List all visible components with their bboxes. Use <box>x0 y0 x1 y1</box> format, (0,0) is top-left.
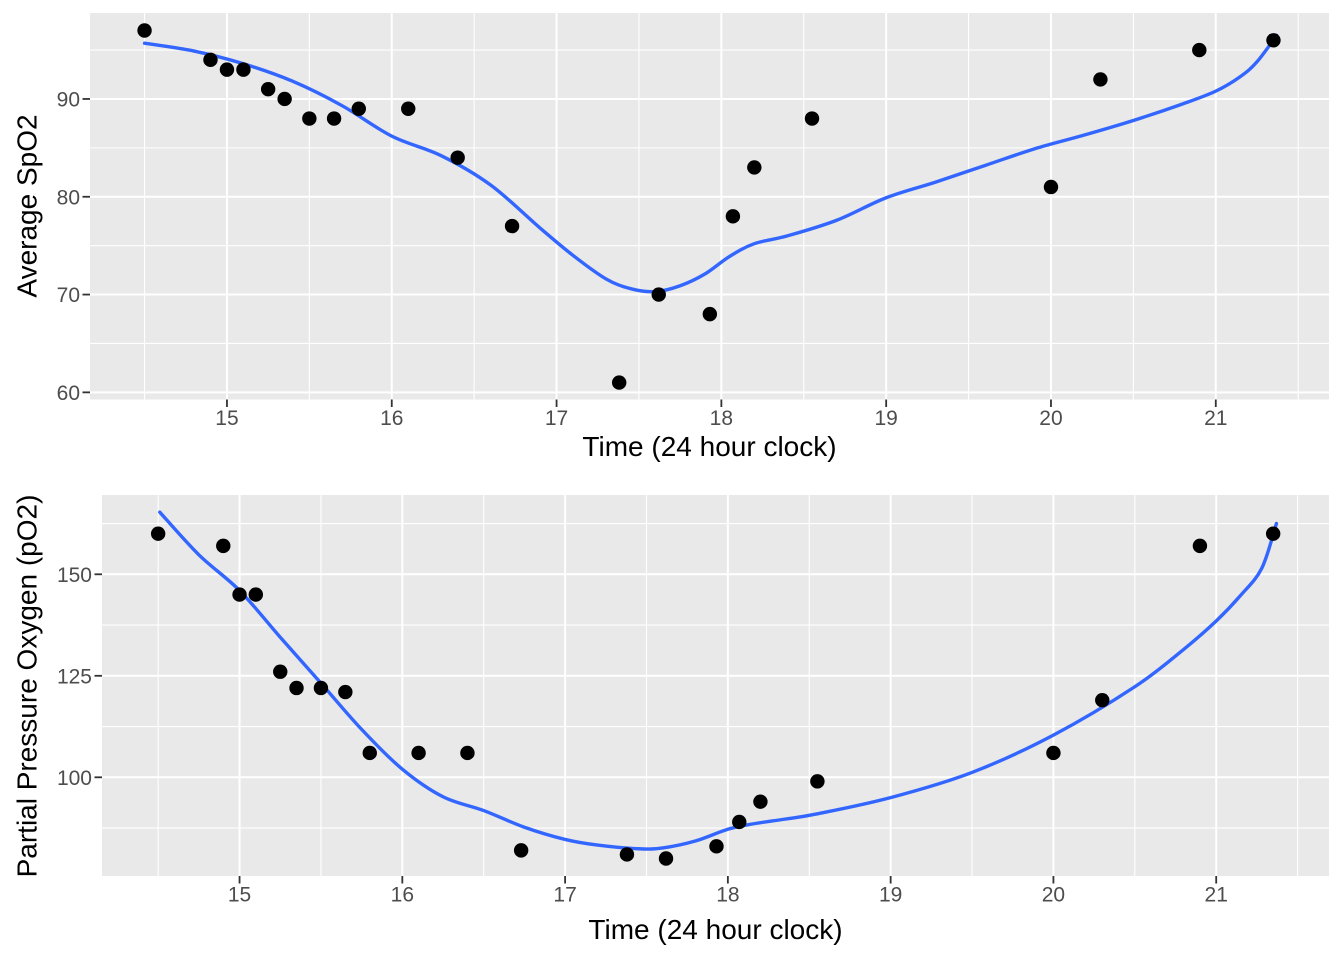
data-point <box>1095 692 1110 708</box>
smooth-line <box>142 33 1279 294</box>
data-point <box>273 664 288 679</box>
data-point <box>277 91 292 107</box>
data-point <box>619 847 635 862</box>
data-point <box>1265 526 1281 541</box>
data-point <box>732 814 747 830</box>
x-tick-label: 21 <box>1205 884 1228 907</box>
data-point <box>232 587 247 602</box>
data-point <box>753 794 768 809</box>
data-point <box>450 150 465 165</box>
data-point <box>216 538 231 554</box>
y-tick-label: 70 <box>57 284 80 307</box>
x-tick-label: 19 <box>874 407 897 430</box>
data-point <box>401 101 416 116</box>
x-tick-label: 16 <box>391 884 414 907</box>
x-tick-label: 20 <box>1039 407 1062 430</box>
y-axis-title-po2: Partial Pressure Oxygen (pO2) <box>11 494 43 877</box>
y-tick-label: 60 <box>57 382 80 405</box>
x-tick-label: 20 <box>1042 884 1065 907</box>
data-point <box>302 111 317 126</box>
x-tick-label: 18 <box>716 884 739 907</box>
x-tick-label: 17 <box>545 407 568 430</box>
data-point <box>351 101 366 116</box>
y-tick-label: 100 <box>57 767 92 790</box>
smooth-line <box>158 510 1279 851</box>
x-tick-label: 17 <box>553 884 576 907</box>
y-tick-label: 125 <box>57 665 92 688</box>
data-point <box>725 209 741 224</box>
x-tick-label: 21 <box>1204 407 1227 430</box>
data-point <box>326 111 342 126</box>
data-point <box>513 843 529 858</box>
x-tick-label: 15 <box>228 884 251 907</box>
data-point <box>338 684 353 700</box>
data-point <box>1043 179 1059 195</box>
data-point <box>248 587 264 602</box>
x-tick-label: 18 <box>710 407 733 430</box>
panel-background <box>102 495 1329 876</box>
data-point <box>313 680 329 696</box>
data-point <box>362 745 377 761</box>
x-tick-label: 16 <box>380 407 403 430</box>
data-point <box>1192 538 1208 554</box>
y-tick-label: 150 <box>57 564 92 587</box>
data-point <box>804 111 820 126</box>
data-point <box>150 526 166 541</box>
x-axis-title-spo2: Time (24 hour clock) <box>582 431 837 462</box>
data-point <box>651 287 666 302</box>
x-axis-title-po2: Time (24 hour clock) <box>588 914 843 945</box>
x-tick-label: 19 <box>879 884 902 907</box>
data-point <box>203 52 218 68</box>
data-point <box>1192 42 1207 58</box>
y-tick-label: 90 <box>57 88 80 111</box>
data-point <box>260 81 276 97</box>
data-point <box>1093 72 1108 87</box>
data-point <box>810 774 825 789</box>
y-axis-title-spo2: Average SpO2 <box>11 114 43 298</box>
data-point <box>411 745 426 761</box>
data-point <box>611 375 627 390</box>
data-point <box>504 218 520 234</box>
data-point <box>1046 745 1061 761</box>
y-tick-label: 80 <box>57 186 80 209</box>
panel-background <box>90 13 1329 400</box>
data-point <box>747 160 762 175</box>
data-point <box>658 851 674 866</box>
data-point <box>1266 33 1281 48</box>
x-tick-label: 15 <box>215 407 238 430</box>
data-point <box>702 306 718 322</box>
data-point <box>236 62 251 77</box>
data-point <box>219 62 235 77</box>
data-point <box>289 680 304 696</box>
data-point <box>137 23 152 38</box>
data-point <box>460 745 475 761</box>
data-point <box>709 839 724 854</box>
